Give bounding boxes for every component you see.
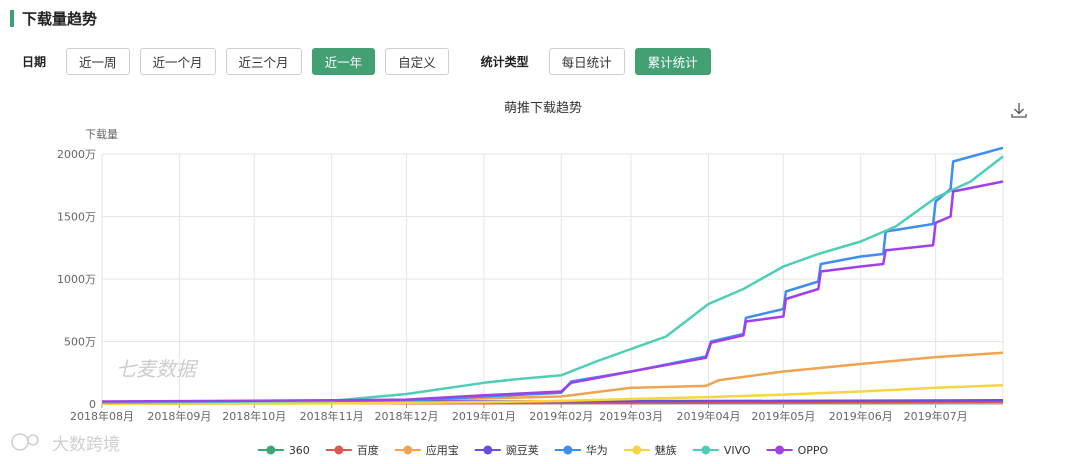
x-tick-label: 2018年12月 [374,409,438,423]
series-line-oppo[interactable] [101,180,1004,403]
legend-marker [403,445,413,455]
x-tick-label: 2018年11月 [300,409,364,423]
type-option-cumulative[interactable]: 累计统计 [634,48,711,75]
legend-label: VIVO [724,444,751,457]
header-accent-bar [10,9,14,27]
legend-marker [563,445,573,455]
x-tick-label: 2018年10月 [222,409,286,423]
corner-watermark: 大数跨境 [11,433,120,455]
legend-item-华为[interactable]: 华为 [554,443,608,457]
legend-item-vivo[interactable]: VIVO [692,444,751,457]
series-line-应用宝[interactable] [101,351,1004,405]
y-tick-label: 500万 [64,336,96,349]
download-icon[interactable] [1009,100,1029,120]
legend-label: 豌豆荚 [506,443,539,457]
legend-marker [334,445,344,455]
legend-item-豌豆荚[interactable]: 豌豆荚 [474,443,539,457]
legend-marker [701,445,711,455]
y-axis-label: 下载量 [85,128,118,141]
series-line-魅族[interactable] [101,384,1004,406]
corner-logo-icon [11,433,39,451]
date-option-week[interactable]: 近一周 [66,48,130,75]
legend-item-应用宝[interactable]: 应用宝 [394,443,459,457]
x-axis: 2018年08月 2018年09月 2018年10月 2018年11月 2018年12月… [70,404,968,423]
legend-marker [775,445,785,455]
section-title: 下载量趋势 [22,9,98,28]
legend-marker [266,445,276,455]
legend-label: OPPO [798,444,829,457]
date-option-custom[interactable]: 自定义 [385,48,449,75]
legend-label: 应用宝 [426,443,459,457]
legend-item-百度[interactable]: 百度 [325,443,379,457]
chart-grid [101,153,1004,405]
x-tick-label: 2019年02月 [529,409,593,423]
y-tick-label: 1000万 [57,273,96,286]
date-option-month[interactable]: 近一个月 [139,48,216,75]
type-filter-label: 统计类型 [480,55,529,69]
x-tick-label: 2018年09月 [147,409,211,423]
legend-marker [483,445,493,455]
legend-item-oppo[interactable]: OPPO [766,444,829,457]
legend-label: 百度 [357,443,379,457]
legend-label: 360 [289,444,310,457]
x-tick-label: 2019年03月 [599,409,663,423]
legend-marker [632,445,642,455]
filter-bar: 日期 近一周 近一个月 近三个月 近一年 自定义 统计类型 每日统计 累计统计 [22,48,721,75]
x-tick-label: 2019年06月 [829,409,893,423]
legend-item-魅族[interactable]: 魅族 [623,443,677,457]
section-header: 下载量趋势 [10,8,97,28]
x-tick-label: 2019年05月 [751,409,815,423]
y-axis: 0 500万 1000万 1500万 2000万 [57,148,96,411]
type-option-daily[interactable]: 每日统计 [548,48,625,75]
chart-title: 萌推下载趋势 [504,100,582,116]
series-line-vivo[interactable] [101,155,1004,405]
legend-item-360[interactable]: 360 [257,444,310,457]
chart-series [101,146,1004,406]
chart-watermark: 七麦数据 [116,357,199,381]
y-tick-label: 2000万 [57,148,96,161]
date-filter-label: 日期 [22,55,47,69]
x-tick-label: 2018年08月 [70,409,134,423]
x-tick-label: 2019年07月 [904,409,968,423]
y-tick-label: 0 [89,398,96,411]
x-tick-label: 2019年01月 [452,409,516,423]
legend-label: 华为 [586,443,608,457]
y-tick-label: 1500万 [57,211,96,224]
date-option-3months[interactable]: 近三个月 [225,48,302,75]
x-tick-label: 2019年04月 [676,409,740,423]
corner-watermark-text: 大数跨境 [52,435,120,455]
date-option-year[interactable]: 近一年 [311,48,376,75]
legend-label: 魅族 [655,443,677,457]
chart-legend: 360 百度 应用宝 豌豆荚 华为 魅族 VIVO OPPO [257,443,829,457]
download-trend-chart: 萌推下载趋势 下载量 0 500万 1000万 1500万 2000万 2018年08月… [11,100,1029,457]
